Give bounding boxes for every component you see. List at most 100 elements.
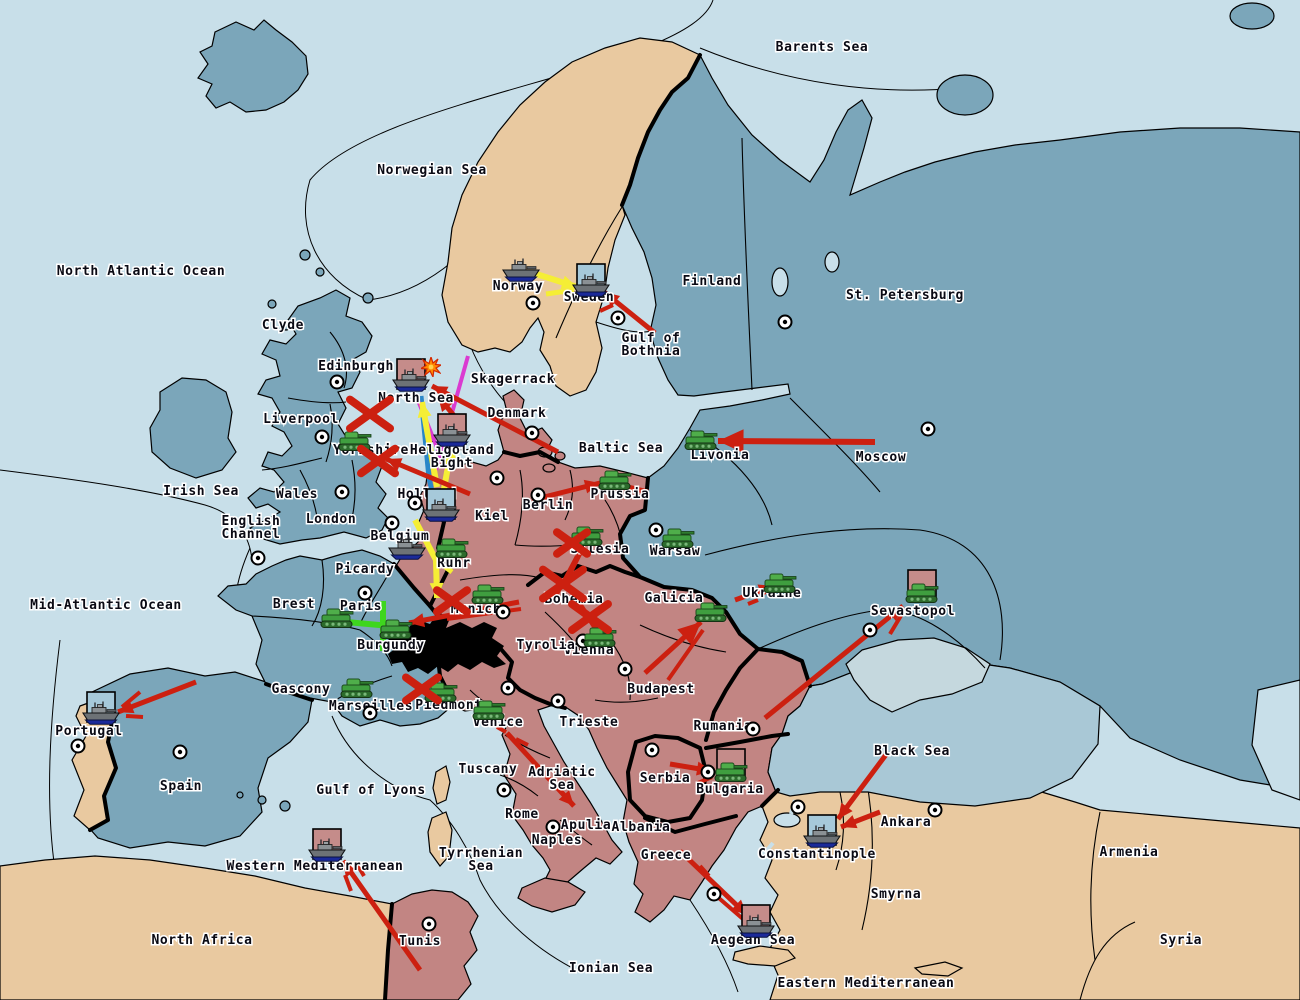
order-arrow-red (763, 604, 905, 720)
order-arrow-red (125, 714, 144, 719)
map-label: Kiel (475, 509, 509, 524)
map-label: Prussia (591, 487, 650, 502)
map-label: Galicia (645, 591, 704, 606)
bounce-x-mark (402, 673, 442, 705)
order-arrow-red (515, 737, 529, 747)
map-label: Gulf of Bothnia (622, 331, 681, 359)
supply-center-dot (367, 710, 373, 716)
map-label: St. Petersburg (846, 288, 964, 303)
map-label: Denmark (488, 406, 547, 421)
bounce-x-mark (568, 600, 612, 634)
bounce-x-mark (553, 528, 591, 558)
map-label: Berlin (523, 498, 574, 513)
supply-center-dot (653, 527, 659, 533)
bounce-x-mark (346, 395, 394, 433)
map-label: Gascony (272, 682, 331, 697)
map-label: Syria (1160, 933, 1202, 948)
supply-center-dot (932, 807, 938, 813)
order-arrow-red (385, 456, 471, 497)
map-label: Albania (612, 820, 671, 835)
land-north-africa (0, 765, 479, 1000)
map-label: Belgium (371, 529, 430, 544)
map-label: Smyrna (871, 887, 922, 902)
map-label: Burgundy (357, 638, 424, 653)
bounce-x-mark (539, 565, 587, 603)
bounce-x-mark (357, 444, 399, 478)
map-label: Spain (160, 779, 202, 794)
order-arrowhead-yellow (417, 402, 432, 418)
order-arrowhead-red (604, 292, 621, 307)
map-label: Rumania (694, 719, 753, 734)
order-arrowhead-red (838, 802, 853, 819)
supply-center-dot (925, 426, 931, 432)
order-arrowhead-yellow (442, 444, 457, 460)
order-arrowhead-red (886, 606, 903, 621)
map-label: Heligoland Bight (410, 443, 494, 471)
map-label: Trieste (560, 715, 619, 730)
country-thick-borders (264, 53, 812, 834)
map-label: Mid-Atlantic Ocean (30, 598, 182, 613)
map-label: Budapest (627, 682, 694, 697)
supply-center-dot (501, 787, 507, 793)
order-arrowhead-red (558, 790, 574, 806)
order-arrowhead-red (841, 815, 858, 829)
supply-center-dot (750, 726, 756, 732)
supply-center-dot (75, 743, 81, 749)
map-label: Armenia (1100, 845, 1159, 860)
order-arrow-red (343, 874, 353, 892)
order-arrowhead-red (677, 622, 701, 645)
land-central-europe (395, 389, 811, 923)
map-label: Western Mediterranean (227, 859, 404, 874)
map-label: Clyde (262, 318, 304, 333)
order-arrow-red (496, 725, 507, 734)
map-label: Tunis (399, 934, 441, 949)
supply-center-dot (319, 434, 325, 440)
supply-center-dot (334, 379, 340, 385)
map-label: Portugal (55, 724, 122, 739)
map-label: Paris (340, 599, 382, 614)
order-arrowhead-red (118, 700, 135, 714)
order-arrow-red (875, 608, 889, 614)
supply-center-dot (649, 747, 655, 753)
supply-center-dot (494, 475, 500, 481)
order-arrow-yellow (434, 558, 454, 574)
order-arrow-red (747, 598, 759, 606)
map-label: North Africa (151, 933, 252, 948)
supply-center-dot (339, 489, 345, 495)
order-arrow-yellow (545, 287, 575, 297)
order-arrow-red (888, 612, 904, 636)
map-label: Livonia (691, 448, 750, 463)
supply-center-dot (622, 666, 628, 672)
supply-center-dot (389, 520, 395, 526)
land-britain-ireland-iceland (149, 19, 389, 545)
map-label: Brest (273, 597, 315, 612)
map-label: Ruhr (437, 556, 471, 571)
order-arrowhead-red (343, 861, 358, 878)
britain-province-borders (261, 331, 356, 525)
map-label: Bohemia (545, 592, 604, 607)
order-arrowhead-red (438, 396, 453, 413)
supply-center-dot (255, 555, 261, 561)
order-arrow-red (698, 864, 711, 878)
map-label: Ankara (881, 815, 932, 830)
order-arrowhead-red (409, 613, 426, 628)
order-arrowhead-red (718, 429, 744, 454)
supply-center-dot (795, 804, 801, 810)
order-arrow-red (717, 438, 876, 445)
supply-center-dot (362, 590, 368, 596)
land-russia (619, 2, 1300, 801)
map-label: Apulia (561, 818, 612, 833)
order-arrow-red (430, 383, 560, 455)
map-label: Adriatic Sea (528, 765, 595, 793)
map-label: Norwegian Sea (377, 163, 487, 178)
impassable-switzerland-area (386, 612, 506, 674)
supply-center-dot (529, 430, 535, 436)
order-arrow-red (120, 690, 142, 709)
bounce-x-mark (433, 586, 471, 616)
order-arrowhead-red (386, 458, 403, 472)
map-label: Tyrrhenian Sea (439, 846, 523, 874)
map-label: Aegean Sea (711, 933, 795, 948)
supply-center-dot (555, 698, 561, 704)
map-label: Baltic Sea (579, 441, 663, 456)
order-arrow-red (505, 731, 576, 808)
